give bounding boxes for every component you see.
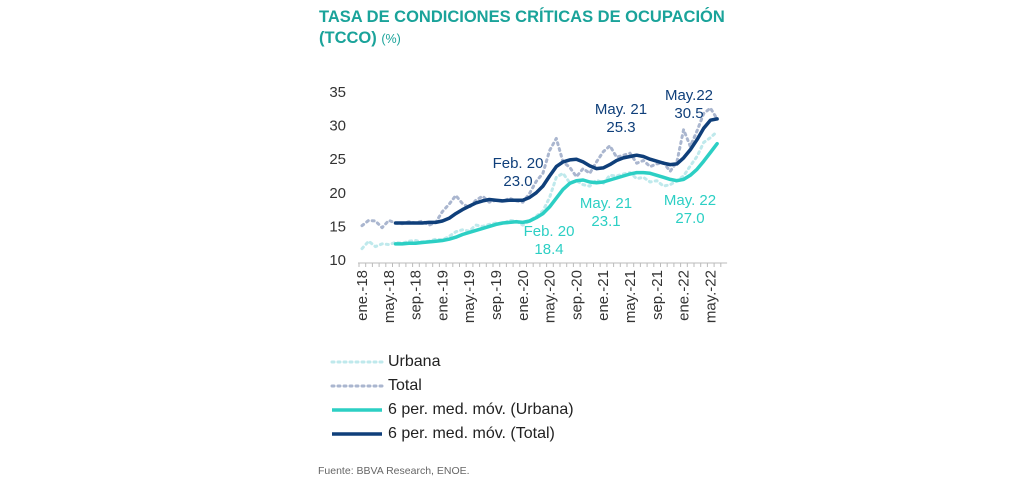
legend-swatch-total — [330, 381, 384, 391]
x-tick-label: ene.-21 — [595, 270, 612, 321]
annotation-value: 23.1 — [591, 213, 620, 230]
x-tick-label: ene.-19 — [434, 270, 451, 321]
x-tick-label: sep.-18 — [408, 270, 425, 320]
x-tick-label: sep.-21 — [649, 270, 666, 320]
annotation-value: 25.3 — [606, 119, 635, 136]
legend-swatch-mm-urbana — [330, 405, 384, 415]
series-line-mm-total — [393, 117, 719, 225]
series-line-mm-urbana — [393, 141, 719, 246]
y-tick-label: 10 — [329, 252, 346, 269]
legend-label-total: Total — [388, 377, 422, 394]
annotation-label: May. 21 — [580, 195, 632, 212]
x-tick-label: ene.-18 — [354, 270, 371, 321]
chart-title-main: TASA DE CONDICIONES CRÍTICAS DE OCUPACIÓ… — [319, 8, 725, 47]
legend-item-total: Total — [330, 374, 574, 398]
series-lines — [360, 106, 719, 251]
chart-title: TASA DE CONDICIONES CRÍTICAS DE OCUPACIÓ… — [319, 7, 739, 50]
annotation-value: 23.0 — [503, 173, 532, 190]
legend-item-mm-total: 6 per. med. móv. (Total) — [330, 422, 574, 446]
annotation-label: May.22 — [665, 87, 713, 104]
legend-item-mm-urbana: 6 per. med. móv. (Urbana) — [330, 398, 574, 422]
x-tick-label: ene.-20 — [515, 270, 532, 321]
x-tick-label: may.-22 — [702, 270, 719, 323]
y-tick-label: 25 — [329, 151, 346, 168]
x-tick-label: may.-18 — [381, 270, 398, 323]
x-tick-label: may.-19 — [461, 270, 478, 323]
x-axis: ene.-18 may.-18 sep.-18 ene.-19 may.-19 sep.-… — [354, 262, 728, 323]
annotation-label: May. 22 — [664, 192, 716, 209]
annotation-value: 27.0 — [675, 210, 704, 227]
x-tick-label: may.-21 — [622, 270, 639, 323]
legend-label-mm-total: 6 per. med. móv. (Total) — [388, 425, 555, 442]
legend-label-urbana: Urbana — [388, 353, 441, 370]
legend-item-urbana: Urbana — [330, 350, 574, 374]
legend-swatch-mm-total — [330, 429, 384, 439]
source-note: Fuente: BBVA Research, ENOE. — [318, 465, 470, 477]
y-tick-label: 20 — [329, 185, 346, 202]
y-tick-label: 15 — [329, 218, 346, 235]
annotation-label: Feb. 20 — [524, 223, 575, 240]
x-tick-label: may.-20 — [542, 270, 559, 323]
annotation-label: Feb. 20 — [493, 155, 544, 172]
x-tick-label: ene.-22 — [676, 270, 693, 321]
x-tick-label: sep.-20 — [568, 270, 585, 320]
y-tick-label: 30 — [329, 118, 346, 135]
y-axis-ticks: 10 15 20 25 30 35 — [329, 84, 346, 269]
legend-swatch-urbana — [330, 357, 384, 367]
annotation-value: 18.4 — [534, 241, 563, 258]
y-tick-label: 35 — [329, 84, 346, 101]
chart-title-unit: (%) — [381, 32, 401, 46]
annotation-label: May. 21 — [595, 101, 647, 118]
legend-label-mm-urbana: 6 per. med. móv. (Urbana) — [388, 401, 574, 418]
annotation-value: 30.5 — [674, 105, 703, 122]
x-tick-label: sep.-19 — [488, 270, 505, 320]
legend: Urbana Total 6 per. med. móv. (Urbana) 6… — [330, 350, 574, 446]
